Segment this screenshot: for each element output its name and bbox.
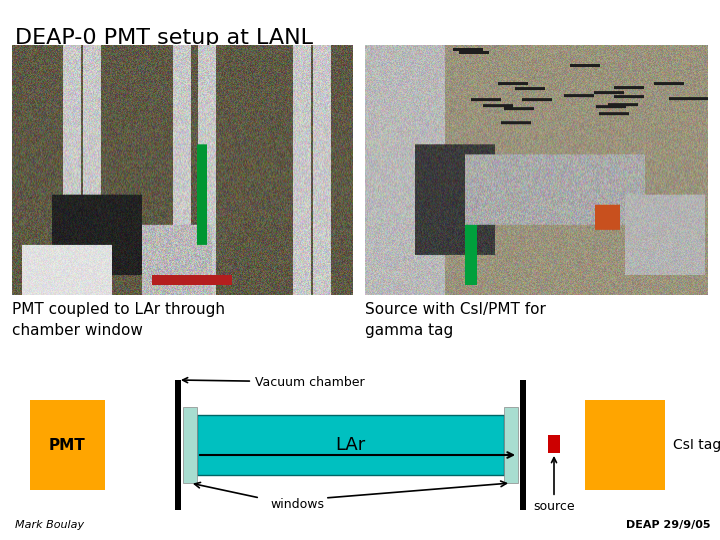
Text: Source with CsI/PMT for
gamma tag: Source with CsI/PMT for gamma tag: [365, 302, 546, 338]
Bar: [183, 407, 197, 483]
Text: DEAP-0 PMT setup at LANL: DEAP-0 PMT setup at LANL: [15, 28, 313, 48]
Text: CsI tag: CsI tag: [673, 438, 720, 452]
Bar: [30, 400, 105, 490]
Text: PMT: PMT: [49, 437, 86, 453]
Bar: [175, 380, 181, 510]
Bar: [520, 380, 526, 510]
Bar: [504, 407, 518, 483]
Text: DEAP 29/9/05: DEAP 29/9/05: [626, 520, 710, 530]
Text: Mark Boulay: Mark Boulay: [15, 520, 84, 530]
Bar: [197, 415, 504, 475]
Text: source: source: [534, 457, 575, 513]
Text: windows: windows: [270, 498, 324, 511]
Text: LAr: LAr: [336, 436, 366, 454]
Bar: [585, 400, 665, 490]
Text: Vacuum chamber: Vacuum chamber: [183, 375, 364, 388]
Bar: [548, 435, 560, 453]
Text: PMT coupled to LAr through
chamber window: PMT coupled to LAr through chamber windo…: [12, 302, 225, 338]
